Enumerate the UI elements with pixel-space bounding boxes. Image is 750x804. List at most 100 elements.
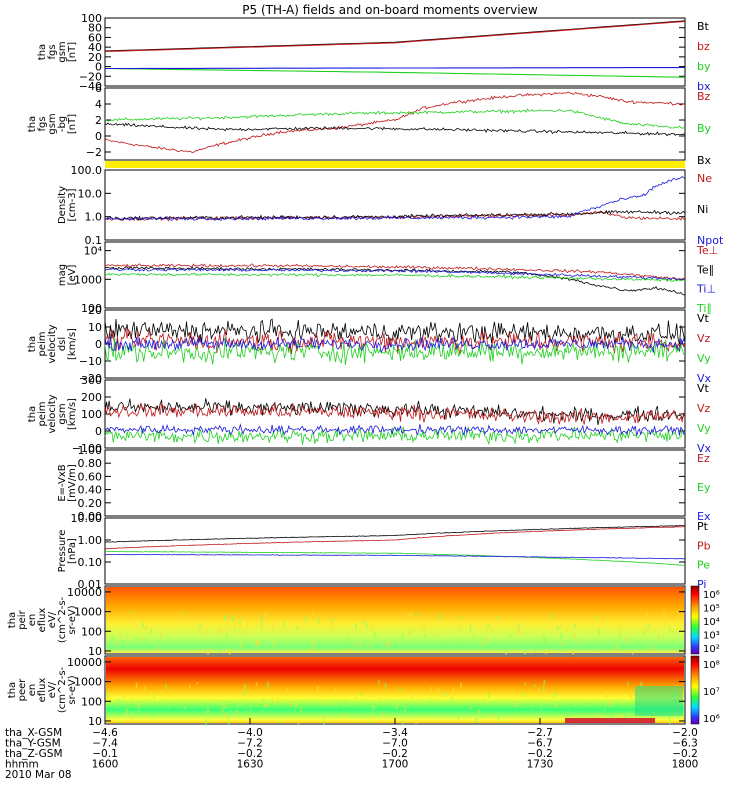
x-tick-label: −0.2 xyxy=(382,748,408,760)
spectrogram-texture xyxy=(400,709,402,716)
spectrogram-texture xyxy=(273,640,275,648)
spectrogram-texture xyxy=(518,622,520,630)
spectrogram-texture xyxy=(334,688,336,694)
spectrogram-texture xyxy=(255,682,258,687)
spectrogram-texture xyxy=(229,708,232,716)
spectrogram-texture xyxy=(272,623,274,630)
spectrogram-texture xyxy=(386,641,388,648)
y-tick-label: 80 xyxy=(88,22,102,35)
spectrogram-texture xyxy=(260,621,263,629)
spectrogram-texture xyxy=(130,710,132,717)
x-tick-label: −0.1 xyxy=(92,748,118,760)
spectrogram-texture xyxy=(648,624,650,630)
x-row-label: hhmm xyxy=(5,759,39,771)
spectrogram-texture xyxy=(225,701,228,709)
y-tick-label: 0 xyxy=(95,61,102,74)
spectrogram-texture xyxy=(598,628,600,636)
spectrogram-texture xyxy=(147,710,150,714)
spectrogram-texture xyxy=(150,628,153,634)
spectrogram-texture xyxy=(225,614,227,621)
spectrogram-texture xyxy=(459,616,461,620)
spectrogram-texture xyxy=(646,610,648,616)
y-axis-label: dsl xyxy=(57,337,68,351)
legend-label: Ex xyxy=(697,510,711,523)
spectrogram-texture xyxy=(481,619,484,622)
spectrogram-texture xyxy=(378,680,380,685)
series-line xyxy=(104,122,686,137)
spectrogram-texture xyxy=(509,634,512,639)
legend-label: Vz xyxy=(697,402,711,415)
y-tick-label: 100 xyxy=(81,695,102,708)
spectrogram-texture xyxy=(267,681,269,689)
spectrogram-texture xyxy=(245,710,248,714)
spectrogram-texture xyxy=(672,716,675,720)
spectrogram-texture xyxy=(451,697,454,704)
x-tick-label: 1700 xyxy=(382,759,409,771)
spectrogram-texture xyxy=(207,707,209,714)
panel-frame xyxy=(104,449,686,517)
spectrogram-texture xyxy=(283,621,285,627)
colorbar-tick-label: 10⁶ xyxy=(703,590,720,601)
legend-label: Bz xyxy=(697,90,711,103)
y-tick-label: −40 xyxy=(79,80,102,93)
y-axis-label: (cm^2-s- xyxy=(57,666,68,713)
y-axis-label: tha xyxy=(27,116,38,132)
spectrogram-texture xyxy=(460,682,462,689)
spectrogram-texture xyxy=(139,619,142,624)
spectrogram-texture xyxy=(607,698,610,707)
spectrogram-texture xyxy=(285,687,288,694)
legend-label: Ez xyxy=(697,452,710,465)
spectrogram-texture xyxy=(613,625,616,628)
spectrogram-texture xyxy=(625,637,627,643)
panel-7: 0.000.200.400.600.801.00 E=-VxB [mV/m] Ez Ey… xyxy=(57,444,711,523)
spectrogram-texture xyxy=(531,705,534,712)
y-tick-label: 1.0 xyxy=(85,211,103,224)
spectrogram-texture xyxy=(399,687,402,691)
spectrogram-texture xyxy=(282,698,285,704)
spectrogram-texture xyxy=(432,710,435,717)
y-tick-label: 0.20 xyxy=(78,497,103,510)
y-axis-label: [km/s] xyxy=(67,328,78,360)
spectrogram-texture xyxy=(182,616,185,622)
spectrogram-texture xyxy=(624,644,626,648)
spectrogram-texture xyxy=(159,690,162,694)
x-tick-label: −6.7 xyxy=(527,738,553,750)
spectrogram-texture xyxy=(365,622,368,630)
spectrogram-texture xyxy=(271,697,274,705)
spectrogram-texture xyxy=(387,715,390,718)
spectrogram-texture xyxy=(505,648,508,655)
spectrogram-texture xyxy=(289,618,291,624)
spectrogram-texture xyxy=(145,627,147,630)
spectrogram-texture xyxy=(483,698,486,703)
y-axis-label: en xyxy=(27,614,38,627)
spectrogram-texture xyxy=(219,649,221,653)
y-tick-label: 40 xyxy=(88,41,102,54)
y-axis-label: fgs xyxy=(37,116,48,131)
y-axis-label: tha xyxy=(7,612,18,628)
spectrogram-texture xyxy=(225,627,228,635)
spectrogram-texture xyxy=(437,617,439,621)
spectrogram-texture xyxy=(382,711,385,717)
legend-label: Vx xyxy=(697,372,712,385)
colorbar-tick-label: 10⁷ xyxy=(703,687,720,698)
spectrogram-texture xyxy=(245,690,248,694)
panel-frame xyxy=(104,241,686,309)
spectrogram-texture xyxy=(205,629,207,637)
y-tick-label: 1000 xyxy=(74,676,102,689)
spectrogram-texture xyxy=(560,621,562,628)
spectrogram-texture xyxy=(472,636,474,639)
spectrogram-texture xyxy=(293,704,296,713)
y-axis-label: eV/ xyxy=(47,611,58,628)
spectrogram-texture xyxy=(371,626,373,632)
spectrogram-texture xyxy=(604,708,606,713)
spectrogram-texture xyxy=(410,612,413,620)
spectrogram-texture xyxy=(401,633,404,639)
x-tick-label: −2.0 xyxy=(672,727,698,739)
spectrogram-texture xyxy=(121,637,124,640)
legend-label: Te∥ xyxy=(696,263,714,276)
y-tick-label: 100 xyxy=(81,408,102,421)
spectrogram-texture xyxy=(565,718,655,723)
status-bar xyxy=(105,161,685,168)
y-tick-label: −100 xyxy=(72,442,102,455)
spectrogram-texture xyxy=(487,624,489,629)
